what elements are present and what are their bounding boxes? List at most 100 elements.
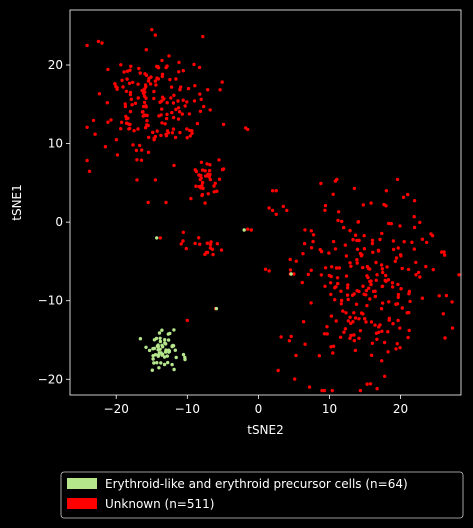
scatter-point-series-0 <box>155 236 159 240</box>
legend-swatch-unknown <box>67 498 97 509</box>
scatter-point-series-1 <box>184 246 188 251</box>
scatter-point-series-1 <box>171 101 176 105</box>
scatter-point-series-1 <box>418 275 422 279</box>
scatter-point-series-1 <box>172 163 176 168</box>
scatter-point-series-1 <box>205 162 209 166</box>
scatter-point-series-1 <box>414 260 418 265</box>
scatter-point-series-1 <box>128 109 133 114</box>
scatter-point-series-1 <box>285 208 289 213</box>
scatter-point-series-1 <box>440 250 444 254</box>
scatter-point-series-1 <box>424 264 428 269</box>
scatter-point-series-1 <box>131 143 135 147</box>
scatter-point-series-1 <box>171 115 176 120</box>
scatter-point-series-1 <box>406 192 410 197</box>
scatter-point-series-1 <box>378 237 382 242</box>
scatter-point-series-0 <box>138 337 143 341</box>
scatter-point-series-1 <box>348 261 352 265</box>
scatter-point-series-1 <box>365 303 369 308</box>
scatter-point-series-1 <box>142 87 147 91</box>
scatter-point-series-1 <box>135 158 139 162</box>
scatter-point-series-1 <box>406 335 410 340</box>
scatter-point-series-1 <box>164 116 169 121</box>
scatter-point-series-1 <box>294 259 298 263</box>
scatter-point-series-1 <box>387 300 391 304</box>
scatter-point-series-1 <box>274 189 278 193</box>
scatter-point-series-1 <box>325 325 329 329</box>
scatter-point-series-1 <box>215 242 220 246</box>
scatter-point-series-1 <box>351 320 355 324</box>
scatter-point-series-1 <box>362 247 367 251</box>
scatter-point-series-1 <box>208 246 213 250</box>
scatter-point-series-1 <box>212 184 216 188</box>
scatter-point-series-1 <box>348 228 352 233</box>
scatter-point-series-1 <box>407 328 411 333</box>
scatter-point-series-1 <box>306 272 310 277</box>
scatter-point-series-1 <box>408 299 412 304</box>
scatter-point-series-1 <box>160 107 164 111</box>
scatter-point-series-1 <box>142 100 147 105</box>
scatter-point-series-1 <box>207 168 212 173</box>
scatter-point-series-1 <box>337 266 342 270</box>
scatter-point-series-1 <box>343 327 348 331</box>
scatter-point-series-1 <box>323 203 328 208</box>
scatter-point-series-1 <box>390 281 395 285</box>
scatter-point-series-1 <box>346 297 350 302</box>
scatter-point-series-1 <box>352 339 356 343</box>
scatter-point-series-1 <box>120 78 124 83</box>
scatter-point-series-1 <box>181 98 185 102</box>
scatter-point-series-1 <box>169 96 173 100</box>
scatter-point-series-1 <box>160 58 164 63</box>
scatter-point-series-1 <box>364 288 369 293</box>
scatter-point-series-1 <box>114 138 119 142</box>
scatter-point-series-1 <box>199 160 204 164</box>
scatter-point-series-1 <box>188 134 192 138</box>
scatter-point-series-1 <box>146 200 150 205</box>
scatter-point-series-1 <box>160 95 165 99</box>
scatter-point-series-1 <box>119 63 123 67</box>
scatter-point-series-1 <box>130 103 134 107</box>
scatter-point-series-1 <box>178 130 182 135</box>
scatter-point-series-1 <box>192 62 196 67</box>
scatter-point-series-1 <box>267 269 271 273</box>
scatter-point-series-1 <box>341 309 345 313</box>
scatter-point-series-1 <box>174 77 178 81</box>
scatter-point-series-1 <box>177 70 181 74</box>
scatter-point-series-0 <box>152 346 157 351</box>
legend: Erythroid-like and erythroid precursor c… <box>60 471 464 519</box>
scatter-point-series-1 <box>398 346 402 350</box>
scatter-point-series-1 <box>160 99 164 103</box>
scatter-point-series-1 <box>395 302 400 306</box>
scatter-point-series-1 <box>425 240 429 245</box>
ticks-layer: −20 −10 0 10 20 −20 −10 0 10 20 <box>38 58 409 416</box>
scatter-point-series-1 <box>375 387 379 391</box>
scatter-point-series-1 <box>159 133 163 138</box>
scatter-point-series-1 <box>199 176 203 180</box>
scatter-point-series-1 <box>323 284 327 288</box>
scatter-point-series-1 <box>390 285 395 289</box>
scatter-point-series-1 <box>450 326 455 330</box>
scatter-point-series-1 <box>172 93 176 98</box>
scatter-point-series-1 <box>288 268 293 272</box>
y-tick-label: 0 <box>55 215 63 229</box>
scatter-point-series-1 <box>400 306 404 310</box>
scatter-point-series-1 <box>181 230 185 234</box>
scatter-point-series-0 <box>172 328 176 332</box>
scatter-point-series-1 <box>302 241 307 246</box>
scatter-point-series-1 <box>457 273 461 277</box>
scatter-point-series-1 <box>345 286 350 290</box>
scatter-point-series-1 <box>267 206 271 210</box>
scatter-point-series-1 <box>396 295 400 299</box>
scatter-point-series-1 <box>158 236 162 240</box>
scatter-point-series-1 <box>352 186 357 191</box>
scatter-point-series-1 <box>334 266 339 270</box>
scatter-point-series-1 <box>394 347 398 351</box>
scatter-point-series-1 <box>176 99 180 103</box>
scatter-point-series-1 <box>208 172 212 177</box>
scatter-point-series-1 <box>164 134 169 138</box>
scatter-point-series-1 <box>193 168 197 172</box>
scatter-point-series-1 <box>197 236 201 240</box>
scatter-point-series-0 <box>170 362 174 367</box>
scatter-point-series-1 <box>198 92 202 96</box>
scatter-point-series-0 <box>172 367 176 372</box>
scatter-point-series-0 <box>183 355 187 360</box>
